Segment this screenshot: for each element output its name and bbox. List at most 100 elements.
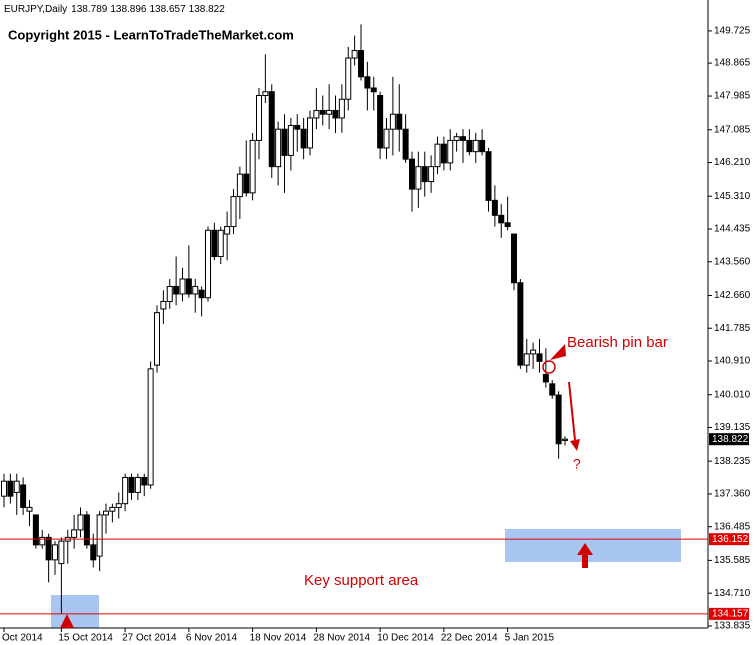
candle-body	[236, 173, 243, 198]
up-arrow-shaft	[582, 553, 588, 568]
candle-body	[358, 50, 364, 78]
candle-body	[90, 544, 97, 561]
y-tick-label: 148.865	[714, 58, 751, 69]
candle-body	[485, 151, 492, 201]
candle-body	[294, 124, 301, 130]
candle-body	[249, 139, 256, 194]
x-tick-label: 27 Oct 2014	[122, 633, 177, 644]
y-tick-label: 147.985	[714, 91, 751, 102]
y-tick-label: 134.710	[714, 588, 751, 599]
price-label-box	[709, 607, 749, 620]
candle-body	[434, 143, 441, 168]
candle-body	[326, 109, 333, 115]
candle-body	[160, 300, 167, 310]
candle-body	[115, 503, 122, 508]
x-tick-label: 10 Dec 2014	[377, 633, 434, 644]
candle-body	[428, 166, 435, 183]
y-tick-label: 140.010	[714, 389, 751, 400]
y-tick-label: 149.725	[714, 26, 751, 37]
support-label: Key support area	[304, 572, 419, 589]
y-tick-label: 138.235	[714, 456, 751, 467]
down-arrow-head	[570, 439, 580, 451]
price-label: 134.157	[712, 609, 749, 620]
candle-body	[185, 278, 192, 295]
candle-body	[511, 233, 517, 284]
header: EURJPY,Daily 138.789 138.896 138.657 138.822	[4, 4, 225, 15]
candle-body	[377, 94, 384, 149]
candle-body	[523, 353, 530, 366]
x-tick-label: 5 Jan 2015	[505, 633, 555, 644]
candle-body	[224, 226, 231, 235]
candle-body	[447, 139, 454, 164]
plot	[1, 24, 568, 614]
candle-body	[402, 128, 409, 160]
candle-body	[421, 166, 428, 183]
candle-body	[192, 285, 199, 295]
candle-body	[20, 484, 27, 508]
candle-body	[338, 98, 345, 119]
candle-body	[415, 166, 422, 190]
candle-body	[256, 94, 262, 141]
candle-body	[504, 222, 511, 228]
candle-body	[555, 394, 562, 445]
candle-body	[466, 139, 473, 153]
y-tick-label: 135.585	[714, 555, 751, 566]
candle-body	[396, 113, 403, 130]
y-tick-label: 136.485	[714, 521, 751, 532]
y-tick-label: 144.435	[714, 224, 751, 235]
down-arrow-shaft	[568, 381, 576, 441]
candle-body	[287, 124, 294, 156]
candle-body	[198, 289, 205, 299]
candle-body	[364, 76, 371, 89]
candle-body	[307, 117, 313, 149]
candle-body	[300, 128, 307, 149]
candle-body	[122, 476, 129, 505]
candle-body	[134, 476, 141, 493]
candle-body	[205, 229, 211, 299]
candle-body	[1, 480, 7, 497]
question-mark: ?	[573, 456, 581, 472]
y-tick-label: 142.660	[714, 290, 751, 301]
candle-body	[440, 143, 447, 164]
candle-body	[479, 139, 486, 153]
candle-body	[96, 514, 103, 557]
ohlc-close: 138.822	[189, 4, 226, 15]
candle-body	[383, 128, 390, 149]
support-zone-low	[51, 595, 99, 628]
y-tick-label: 139.135	[714, 422, 751, 433]
pin-bar-arrow	[550, 344, 566, 360]
x-tick-label: Oct 2014	[2, 633, 43, 644]
pin-bar-circle	[542, 360, 556, 374]
candle-body	[275, 128, 282, 168]
candle-body	[211, 229, 218, 258]
candle-body	[13, 480, 20, 493]
ohlc-high: 138.896	[110, 4, 147, 15]
x-tick-label: 22 Dec 2014	[441, 633, 498, 644]
candle-body	[389, 113, 396, 130]
candle-body	[313, 109, 320, 119]
candle-body	[530, 349, 537, 355]
x-tick-label: 6 Nov 2014	[186, 633, 238, 644]
candle-body	[128, 476, 135, 493]
candle-body	[71, 529, 78, 538]
candle-body	[262, 91, 269, 96]
x-tick-label: 18 Nov 2014	[250, 633, 307, 644]
candle-body	[268, 91, 275, 168]
candle-body	[536, 353, 543, 362]
y-tick-label: 147.085	[714, 124, 751, 135]
x-tick-label: 15 Oct 2014	[58, 633, 113, 644]
candle-body	[542, 373, 549, 383]
candle-body	[83, 514, 90, 546]
y-tick-label: 140.910	[714, 356, 751, 367]
y-tick-label: 137.360	[714, 489, 751, 500]
candle-body	[332, 109, 339, 119]
candle-body	[453, 136, 460, 141]
up-arrow-head	[577, 543, 593, 555]
candle-body	[173, 285, 180, 295]
candle-body	[147, 368, 154, 486]
candle-body	[472, 139, 479, 153]
candle-body	[52, 544, 58, 561]
x-tick-label: 28 Nov 2014	[313, 633, 370, 644]
price-label-box	[709, 533, 749, 546]
